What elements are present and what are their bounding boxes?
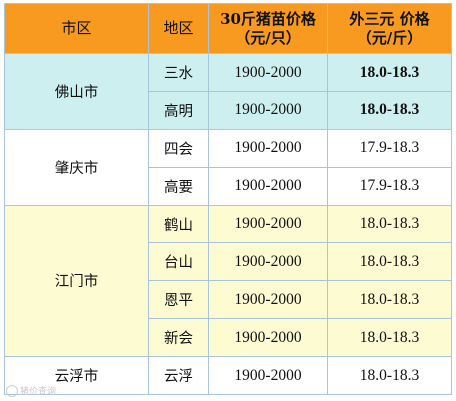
table-row: 高明 1900-2000 18.0-18.3 [4, 91, 452, 130]
district-cell: 三水 [148, 53, 209, 92]
city-cell: 江门市 [4, 204, 149, 358]
watermark: 猪价查询 [6, 384, 56, 397]
table-row: 佛山市 三水 1900-2000 18.0-18.3 [4, 53, 452, 130]
price30-cell: 1900-2000 [208, 280, 328, 320]
table-row: 云浮市 云浮 1900-2000 18.0-18.3 [4, 356, 452, 395]
outside-price-cell: 18.0-18.3 [327, 318, 452, 358]
header-city: 市区 [4, 2, 149, 55]
header-outside-price-text: 外三元 价格 （元/斤） [349, 9, 430, 47]
watermark-text: 猪价查询 [20, 387, 57, 397]
city-cell: 佛山市 [4, 53, 149, 130]
price30-cell: 1900-2000 [208, 53, 328, 92]
price30-cell: 1900-2000 [208, 242, 328, 282]
district-cell: 高要 [148, 166, 209, 206]
outside-price-cell: 18.0-18.3 [327, 204, 452, 244]
city-cell: 肇庆市 [4, 128, 149, 206]
price30-cell: 1900-2000 [208, 91, 328, 130]
price30-cell: 1900-2000 [208, 318, 328, 358]
outside-price-cell: 17.9-18.3 [327, 128, 452, 168]
outside-price-cell: 18.0-18.3 [327, 280, 452, 320]
price30-cell: 1900-2000 [208, 128, 328, 168]
outside-price-cell: 18.0-18.3 [327, 53, 452, 92]
price30-cell: 1900-2000 [208, 356, 328, 395]
district-cell: 四会 [148, 128, 209, 168]
price30-cell: 1900-2000 [208, 166, 328, 206]
table-row: 江门市 鹤山 1900-2000 18.0-18.3 [4, 204, 452, 358]
district-cell: 云浮 [148, 356, 209, 395]
district-cell: 鹤山 [148, 204, 209, 244]
city-cell: 云浮市 [4, 356, 149, 395]
district-cell: 恩平 [148, 280, 209, 320]
header-outside-price: 外三元 价格 （元/斤） [327, 2, 452, 55]
header-row: 市区 地区 30斤猪苗价格 （元/只） 外三元 价格 （元/斤） [4, 2, 452, 55]
watermark-logo-icon [6, 384, 18, 397]
outside-price-cell: 18.0-18.3 [327, 242, 452, 282]
header-30jin-price-text: 30斤猪苗价格 （元/只） [220, 9, 316, 47]
price-table: 市区 地区 30斤猪苗价格 （元/只） 外三元 价格 （元/斤） 佛山市 三水 … [4, 2, 452, 395]
outside-price-cell: 17.9-18.3 [327, 166, 452, 206]
table-row: 肇庆市 四会 1900-2000 17.9-18.3 [4, 128, 452, 206]
district-cell: 高明 [148, 91, 209, 130]
header-30jin-price: 30斤猪苗价格 （元/只） [208, 2, 328, 55]
header-district: 地区 [148, 2, 209, 55]
district-cell: 新会 [148, 318, 209, 358]
district-cell: 台山 [148, 242, 209, 282]
outside-price-cell: 18.0-18.3 [327, 91, 452, 130]
outside-price-cell: 18.0-18.3 [327, 356, 452, 395]
price30-cell: 1900-2000 [208, 204, 328, 244]
